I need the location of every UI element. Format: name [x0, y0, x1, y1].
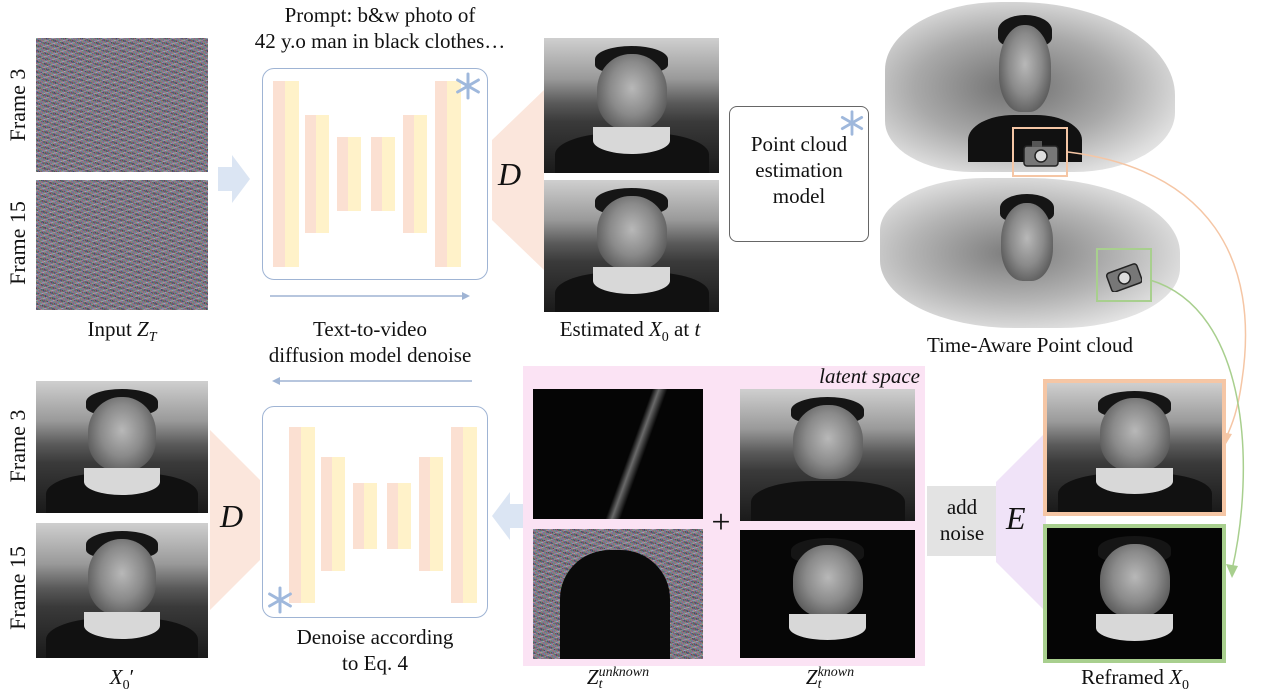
pc-face-frame3 [960, 6, 1090, 162]
z-unknown-sup: unknown [598, 665, 650, 681]
output-photo-frame3 [36, 381, 208, 513]
decoder-letter-top: D [498, 156, 522, 192]
z-known-sub: t [817, 677, 822, 693]
pc-line3: model [772, 184, 826, 208]
z-known-label: Zknown t [745, 664, 915, 693]
z-unknown-label: Zunknown t [533, 664, 703, 693]
denoise-line1: Denoise according [296, 625, 454, 649]
camera-icon [1023, 141, 1059, 167]
noise-frame3 [36, 38, 208, 172]
reframed-frame15 [1043, 524, 1226, 663]
unet-bottom [262, 406, 488, 618]
decoder-bottom [210, 430, 260, 610]
t2v-label: Text-to-video diffusion model denoise [220, 316, 520, 368]
add-noise-line1: add [946, 495, 978, 519]
pc-line1: Point cloud [750, 132, 848, 156]
unet-top [262, 68, 488, 280]
frame3-label-top: Frame 3 [5, 68, 30, 142]
pc-line2: estimation [755, 158, 843, 182]
noise-frame15 [36, 180, 208, 310]
camera-icon [1106, 263, 1142, 292]
input-prefix: Input [87, 317, 138, 341]
estimated-sub: 0 [661, 330, 669, 346]
prompt-text: Prompt: b&w photo of 42 y.o man in black… [240, 2, 520, 54]
z-known-sup: known [817, 665, 855, 681]
frame15-label-top: Frame 15 [5, 201, 30, 285]
reframed-frame3 [1043, 379, 1226, 516]
input-zt-label: Input ZT [36, 316, 208, 351]
arrow-forward-icon [270, 292, 470, 300]
frame15-label-bottom: Frame 15 [5, 546, 30, 630]
z-known-frame15 [740, 530, 915, 658]
estimated-t: t [694, 317, 701, 341]
z-known-frame3 [740, 389, 915, 521]
z-known-var: Z [805, 665, 818, 689]
reframed-prefix: Reframed [1081, 665, 1170, 689]
z-unknown-silhouette [560, 550, 670, 659]
estimated-photo-frame15 [544, 180, 719, 312]
arrow-backward-icon [272, 377, 472, 385]
pc-model-box: Point cloud estimation model [729, 106, 869, 242]
t2v-line1: Text-to-video [313, 317, 427, 341]
snowflake-icon [268, 586, 292, 614]
z-unknown-frame3 [533, 389, 703, 519]
denoise-label: Denoise according to Eq. 4 [262, 624, 488, 676]
z-unknown-sub: t [598, 677, 603, 693]
output-photo-frame15 [36, 523, 208, 658]
estimated-prefix: Estimated [559, 317, 649, 341]
add-noise-line2: noise [939, 521, 985, 545]
snowflake-icon [456, 72, 480, 100]
camera-frame-orange [1012, 127, 1068, 177]
arrow-left-icon [492, 492, 524, 540]
encoder [996, 432, 1046, 612]
decoder-top [492, 90, 544, 270]
prompt-line2: 42 y.o man in black clothes… [254, 29, 506, 53]
t2v-line2: diffusion model denoise [268, 343, 472, 367]
output-sub: 0 [122, 678, 130, 694]
z-unknown-var: Z [586, 665, 599, 689]
input-sub: T [148, 330, 157, 346]
output-var: X [109, 665, 123, 689]
reframed-label: Reframed X0 [1030, 664, 1240, 699]
frame3-label-bottom: Frame 3 [5, 409, 30, 483]
arrow-right-icon [218, 155, 250, 203]
camera-to-reframed-arrows [1067, 151, 1247, 578]
pc-face-frame15 [962, 186, 1092, 326]
prompt-line1: Prompt: b&w photo of [284, 3, 476, 27]
snowflake-icon [840, 110, 864, 136]
output-x0-prime-label: X0′ [36, 664, 208, 699]
reframed-sub: 0 [1181, 678, 1189, 694]
output-prime: ′ [129, 665, 135, 689]
plus-sign: + [711, 504, 731, 541]
estimated-x0-label: Estimated X0 at t [520, 316, 740, 351]
reframed-var: X [1169, 665, 1182, 689]
camera-frame-green [1096, 248, 1152, 302]
input-var: Z [137, 317, 149, 341]
estimated-photo-frame3 [544, 38, 719, 173]
time-aware-label: Time-Aware Point cloud [926, 333, 1134, 357]
denoise-line2: to Eq. 4 [342, 651, 408, 675]
estimated-var: X [648, 317, 662, 341]
decoder-letter-bottom: D [220, 498, 244, 534]
add-noise-box: add noise [927, 486, 997, 556]
encoder-letter: E [1006, 500, 1026, 536]
estimated-suffix: at [668, 317, 695, 341]
latent-space-label: latent space [819, 364, 920, 388]
